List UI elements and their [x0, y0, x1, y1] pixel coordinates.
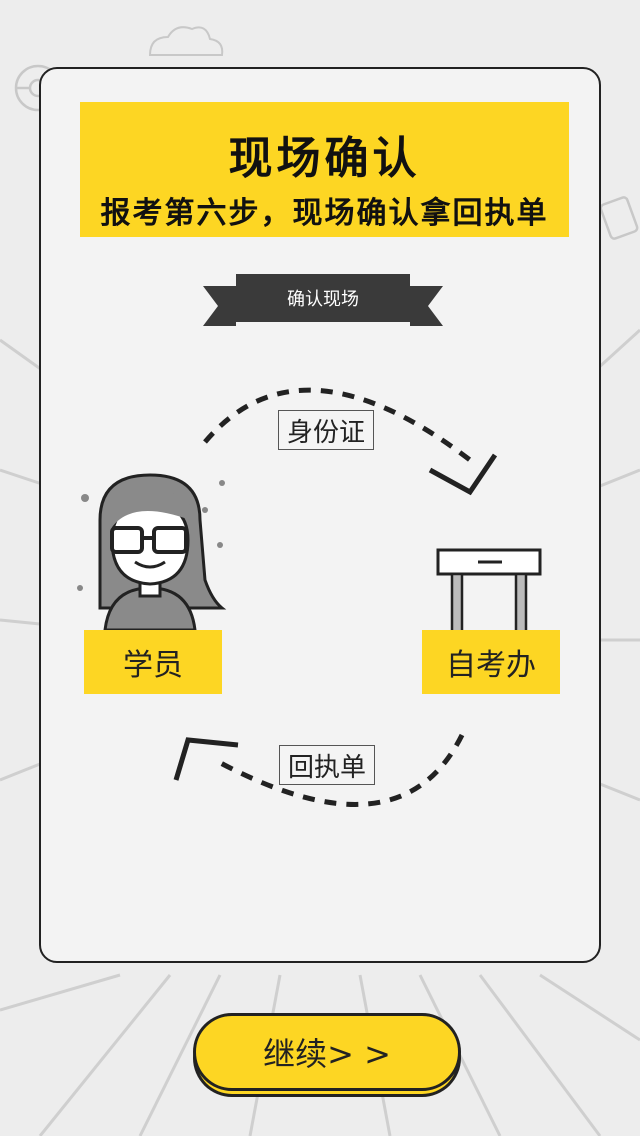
cloud-icon	[148, 26, 224, 56]
page-title: 现场确认	[228, 133, 421, 184]
page-subtitle: 报考第六步，现场确认拿回执单	[100, 196, 549, 231]
id-card-label: 身份证	[278, 410, 374, 450]
office-tag: 自考办	[422, 630, 560, 694]
continue-button[interactable]: 继续> >	[193, 1013, 461, 1091]
title-banner: 现场确认 报考第六步，现场确认拿回执单	[80, 102, 569, 237]
receipt-label: 回执单	[279, 745, 375, 785]
student-tag: 学员	[84, 630, 222, 694]
section-ribbon: 确认现场	[236, 274, 410, 322]
